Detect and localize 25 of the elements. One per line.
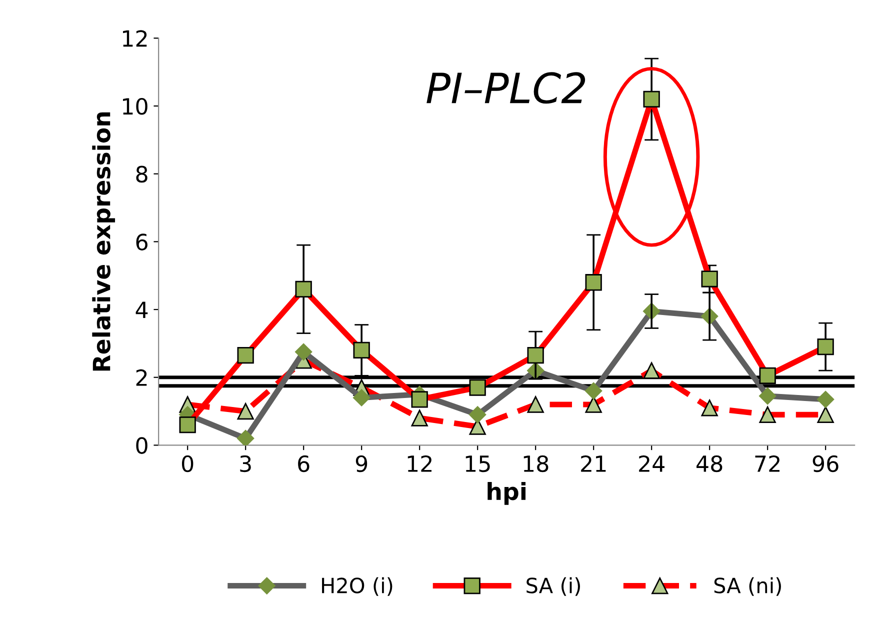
y-tick-label: 2 (136, 369, 147, 386)
x-tick-label: 96 (812, 455, 838, 472)
y-tick-label: 6 (136, 234, 148, 250)
text: PI–PLC2 (426, 72, 586, 104)
x-tick-label: 18 (524, 455, 548, 472)
y-axis-title: Relative expression (92, 112, 116, 371)
legend-label: SA (i) (526, 577, 580, 596)
x-tick-label: 6 (298, 455, 310, 472)
x-tick-label: 15 (466, 456, 490, 472)
legend-label: H2O (i) (322, 577, 392, 596)
y-tick-label: 8 (136, 166, 148, 183)
y-tick-label: 10 (123, 98, 148, 115)
legend-label: SA (ni) (714, 577, 781, 596)
x-tick-label: 12 (408, 455, 432, 472)
x-tick-label: 0 (182, 455, 194, 472)
y-tick-label: 4 (136, 302, 148, 318)
y-tick-label: 0 (136, 437, 148, 454)
x-tick-label: 48 (696, 455, 722, 472)
x-tick-label: 72 (755, 455, 780, 472)
y-tick-label: 12 (123, 30, 147, 47)
x-tick-label: 3 (240, 455, 251, 472)
x-tick-label: 24 (639, 455, 664, 472)
x-tick-label: 21 (581, 455, 606, 472)
x-tick-label: 9 (356, 455, 368, 472)
x-axis-title: hpi (488, 482, 526, 505)
